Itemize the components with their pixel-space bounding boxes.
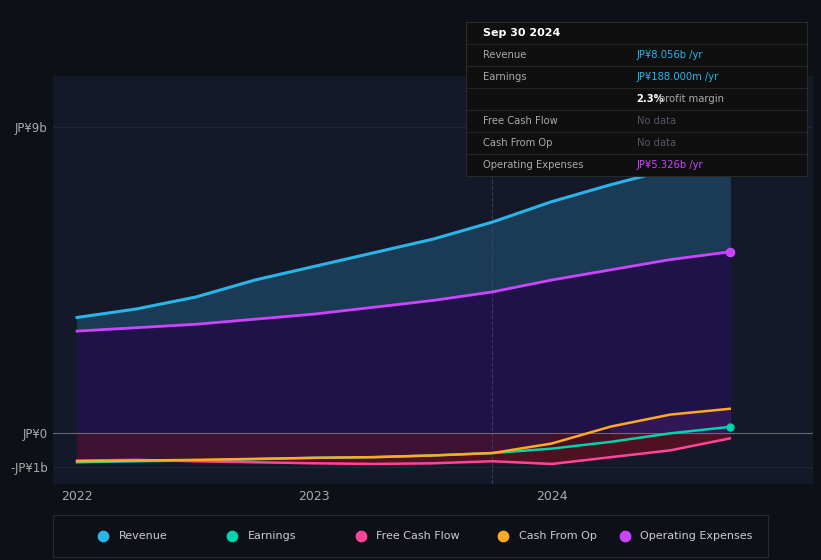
Text: Free Cash Flow: Free Cash Flow <box>484 116 558 127</box>
Point <box>97 532 110 541</box>
Point <box>723 155 736 164</box>
Text: Sep 30 2024: Sep 30 2024 <box>484 29 561 39</box>
Text: Earnings: Earnings <box>248 531 296 541</box>
Text: JP¥188.000m /yr: JP¥188.000m /yr <box>637 72 719 82</box>
Point <box>723 422 736 431</box>
Point <box>618 532 631 541</box>
Text: Operating Expenses: Operating Expenses <box>484 160 584 170</box>
Text: Revenue: Revenue <box>484 50 527 60</box>
Point <box>354 532 367 541</box>
Text: 2.3%: 2.3% <box>637 95 664 104</box>
Text: JP¥8.056b /yr: JP¥8.056b /yr <box>637 50 703 60</box>
Text: Operating Expenses: Operating Expenses <box>640 531 753 541</box>
Point <box>723 248 736 256</box>
Point <box>225 532 239 541</box>
Text: Cash From Op: Cash From Op <box>519 531 597 541</box>
Text: Cash From Op: Cash From Op <box>484 138 553 148</box>
Text: No data: No data <box>637 138 676 148</box>
Text: profit margin: profit margin <box>658 95 724 104</box>
Text: No data: No data <box>637 116 676 127</box>
Text: Earnings: Earnings <box>484 72 527 82</box>
Text: JP¥5.326b /yr: JP¥5.326b /yr <box>637 160 704 170</box>
Text: Free Cash Flow: Free Cash Flow <box>376 531 460 541</box>
Point <box>497 532 510 541</box>
Text: Revenue: Revenue <box>119 531 167 541</box>
